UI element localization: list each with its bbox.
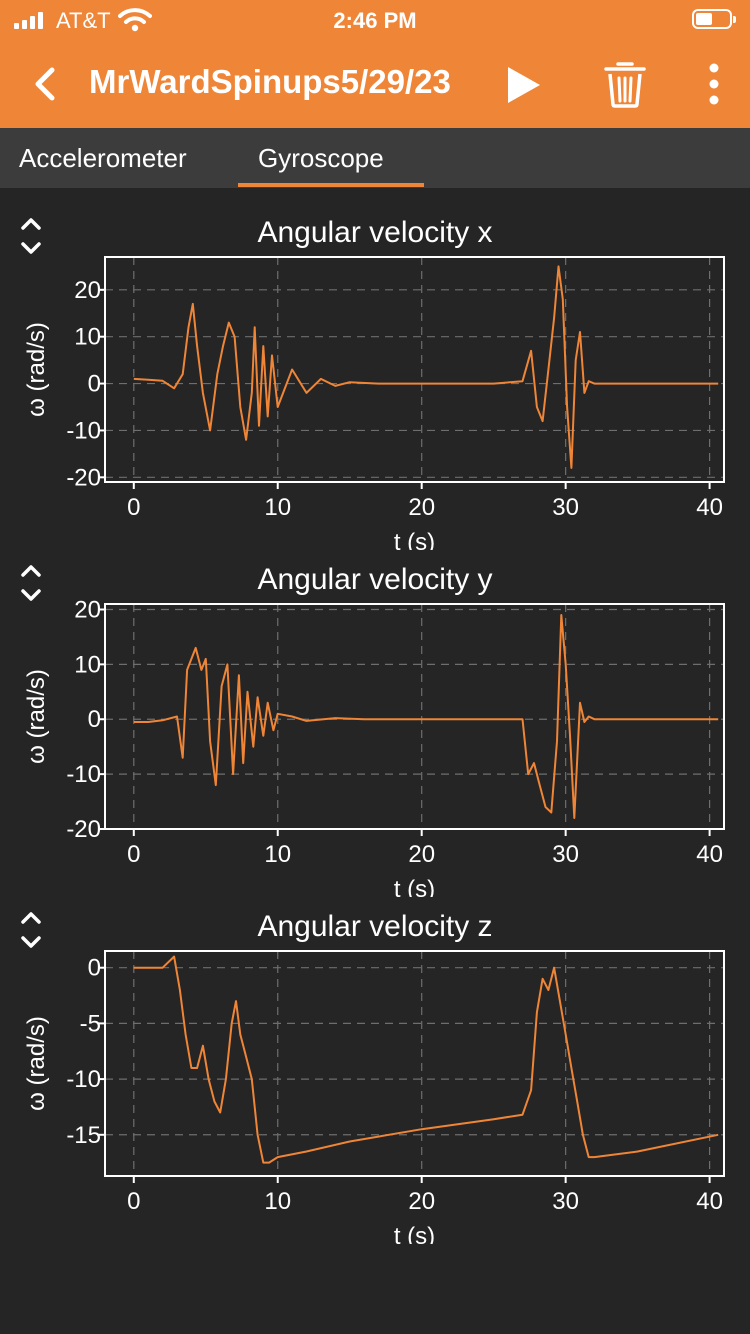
y-tick-label: -10 <box>66 417 101 444</box>
page-title: MrWardSpinups5/29/23 <box>89 63 451 100</box>
x-tick-label: 20 <box>408 841 435 868</box>
y-tick-label: 0 <box>88 706 101 733</box>
series-line <box>133 955 719 1164</box>
carrier-label: AT&T <box>56 8 111 33</box>
chart-title: Angular velocity x <box>257 216 492 249</box>
x-tick-label: 40 <box>696 494 723 521</box>
chart-title: Angular velocity y <box>257 563 492 596</box>
y-tick-label: 10 <box>74 324 101 351</box>
wifi-icon <box>118 8 152 32</box>
y-tick-label: -5 <box>80 1010 101 1037</box>
battery-icon <box>692 9 736 29</box>
trash-icon[interactable] <box>600 58 650 110</box>
x-tick-label: 0 <box>127 841 140 868</box>
x-tick-label: 40 <box>696 1188 723 1215</box>
plot-frame <box>104 603 725 830</box>
x-tick-label: 0 <box>127 494 140 521</box>
tab-accelerometer[interactable]: Accelerometer <box>19 143 187 173</box>
x-tick-label: 20 <box>408 1188 435 1215</box>
x-tick-label: 30 <box>552 1188 579 1215</box>
y-tick-label: 0 <box>88 955 101 982</box>
reorder-icon[interactable] <box>18 561 44 605</box>
y-axis-label: ω (rad/s) <box>23 322 50 417</box>
x-axis-label: t (s) <box>394 1223 435 1244</box>
tab-gyroscope[interactable]: Gyroscope <box>258 143 384 173</box>
y-tick-label: -20 <box>66 816 101 843</box>
selected-tab-indicator <box>238 183 424 187</box>
y-axis-label: ω (rad/s) <box>23 669 50 764</box>
y-tick-label: 0 <box>88 371 101 398</box>
back-chevron-icon[interactable] <box>28 64 64 104</box>
x-tick-label: 30 <box>552 841 579 868</box>
x-tick-label: 10 <box>264 841 291 868</box>
status-bar: AT&T 2:46 PM <box>0 0 750 40</box>
x-axis-label: t (s) <box>394 876 435 897</box>
x-tick-label: 10 <box>264 494 291 521</box>
reorder-icon[interactable] <box>18 908 44 952</box>
angular-velocity-y-chart: Angular velocity y 0 10 20 30 40 -20 -10 0 10 20 t … <box>23 563 725 897</box>
app-header: AT&T 2:46 PM MrWardSpinups5/29/23 <box>0 0 750 128</box>
y-tick-label: -10 <box>66 761 101 788</box>
x-axis-label: t (s) <box>394 529 435 550</box>
y-tick-label: 20 <box>74 277 101 304</box>
angular-velocity-x-chart: Angular velocity x 0 10 20 30 40 -20 -10 0 10 20 t … <box>23 216 725 550</box>
x-tick-label: 0 <box>127 1188 140 1215</box>
y-axis-label: ω (rad/s) <box>23 1016 50 1111</box>
y-tick-label: -10 <box>66 1066 101 1093</box>
x-tick-label: 10 <box>264 1188 291 1215</box>
signal-icon <box>14 12 43 29</box>
y-tick-label: -20 <box>66 464 101 491</box>
plot-frame <box>104 256 725 483</box>
y-tick-label: -15 <box>66 1122 101 1149</box>
y-tick-label: 20 <box>74 596 101 623</box>
plot-frame <box>104 950 725 1177</box>
play-icon[interactable] <box>500 62 546 108</box>
nav-bar: MrWardSpinups5/29/23 <box>0 40 750 128</box>
reorder-icon[interactable] <box>18 214 44 258</box>
y-tick-label: 10 <box>74 651 101 678</box>
status-time: 2:46 PM <box>333 8 417 33</box>
more-vertical-icon[interactable] <box>696 60 732 108</box>
x-tick-label: 30 <box>552 494 579 521</box>
series-line <box>133 614 719 819</box>
tab-bar: Accelerometer Gyroscope <box>0 128 750 188</box>
angular-velocity-z-chart: Angular velocity z 0 10 20 30 40 -15 -10 -5 0 t (s… <box>23 910 725 1244</box>
chart-title: Angular velocity z <box>257 910 492 943</box>
x-tick-label: 20 <box>408 494 435 521</box>
x-tick-label: 40 <box>696 841 723 868</box>
series-line <box>133 265 719 469</box>
